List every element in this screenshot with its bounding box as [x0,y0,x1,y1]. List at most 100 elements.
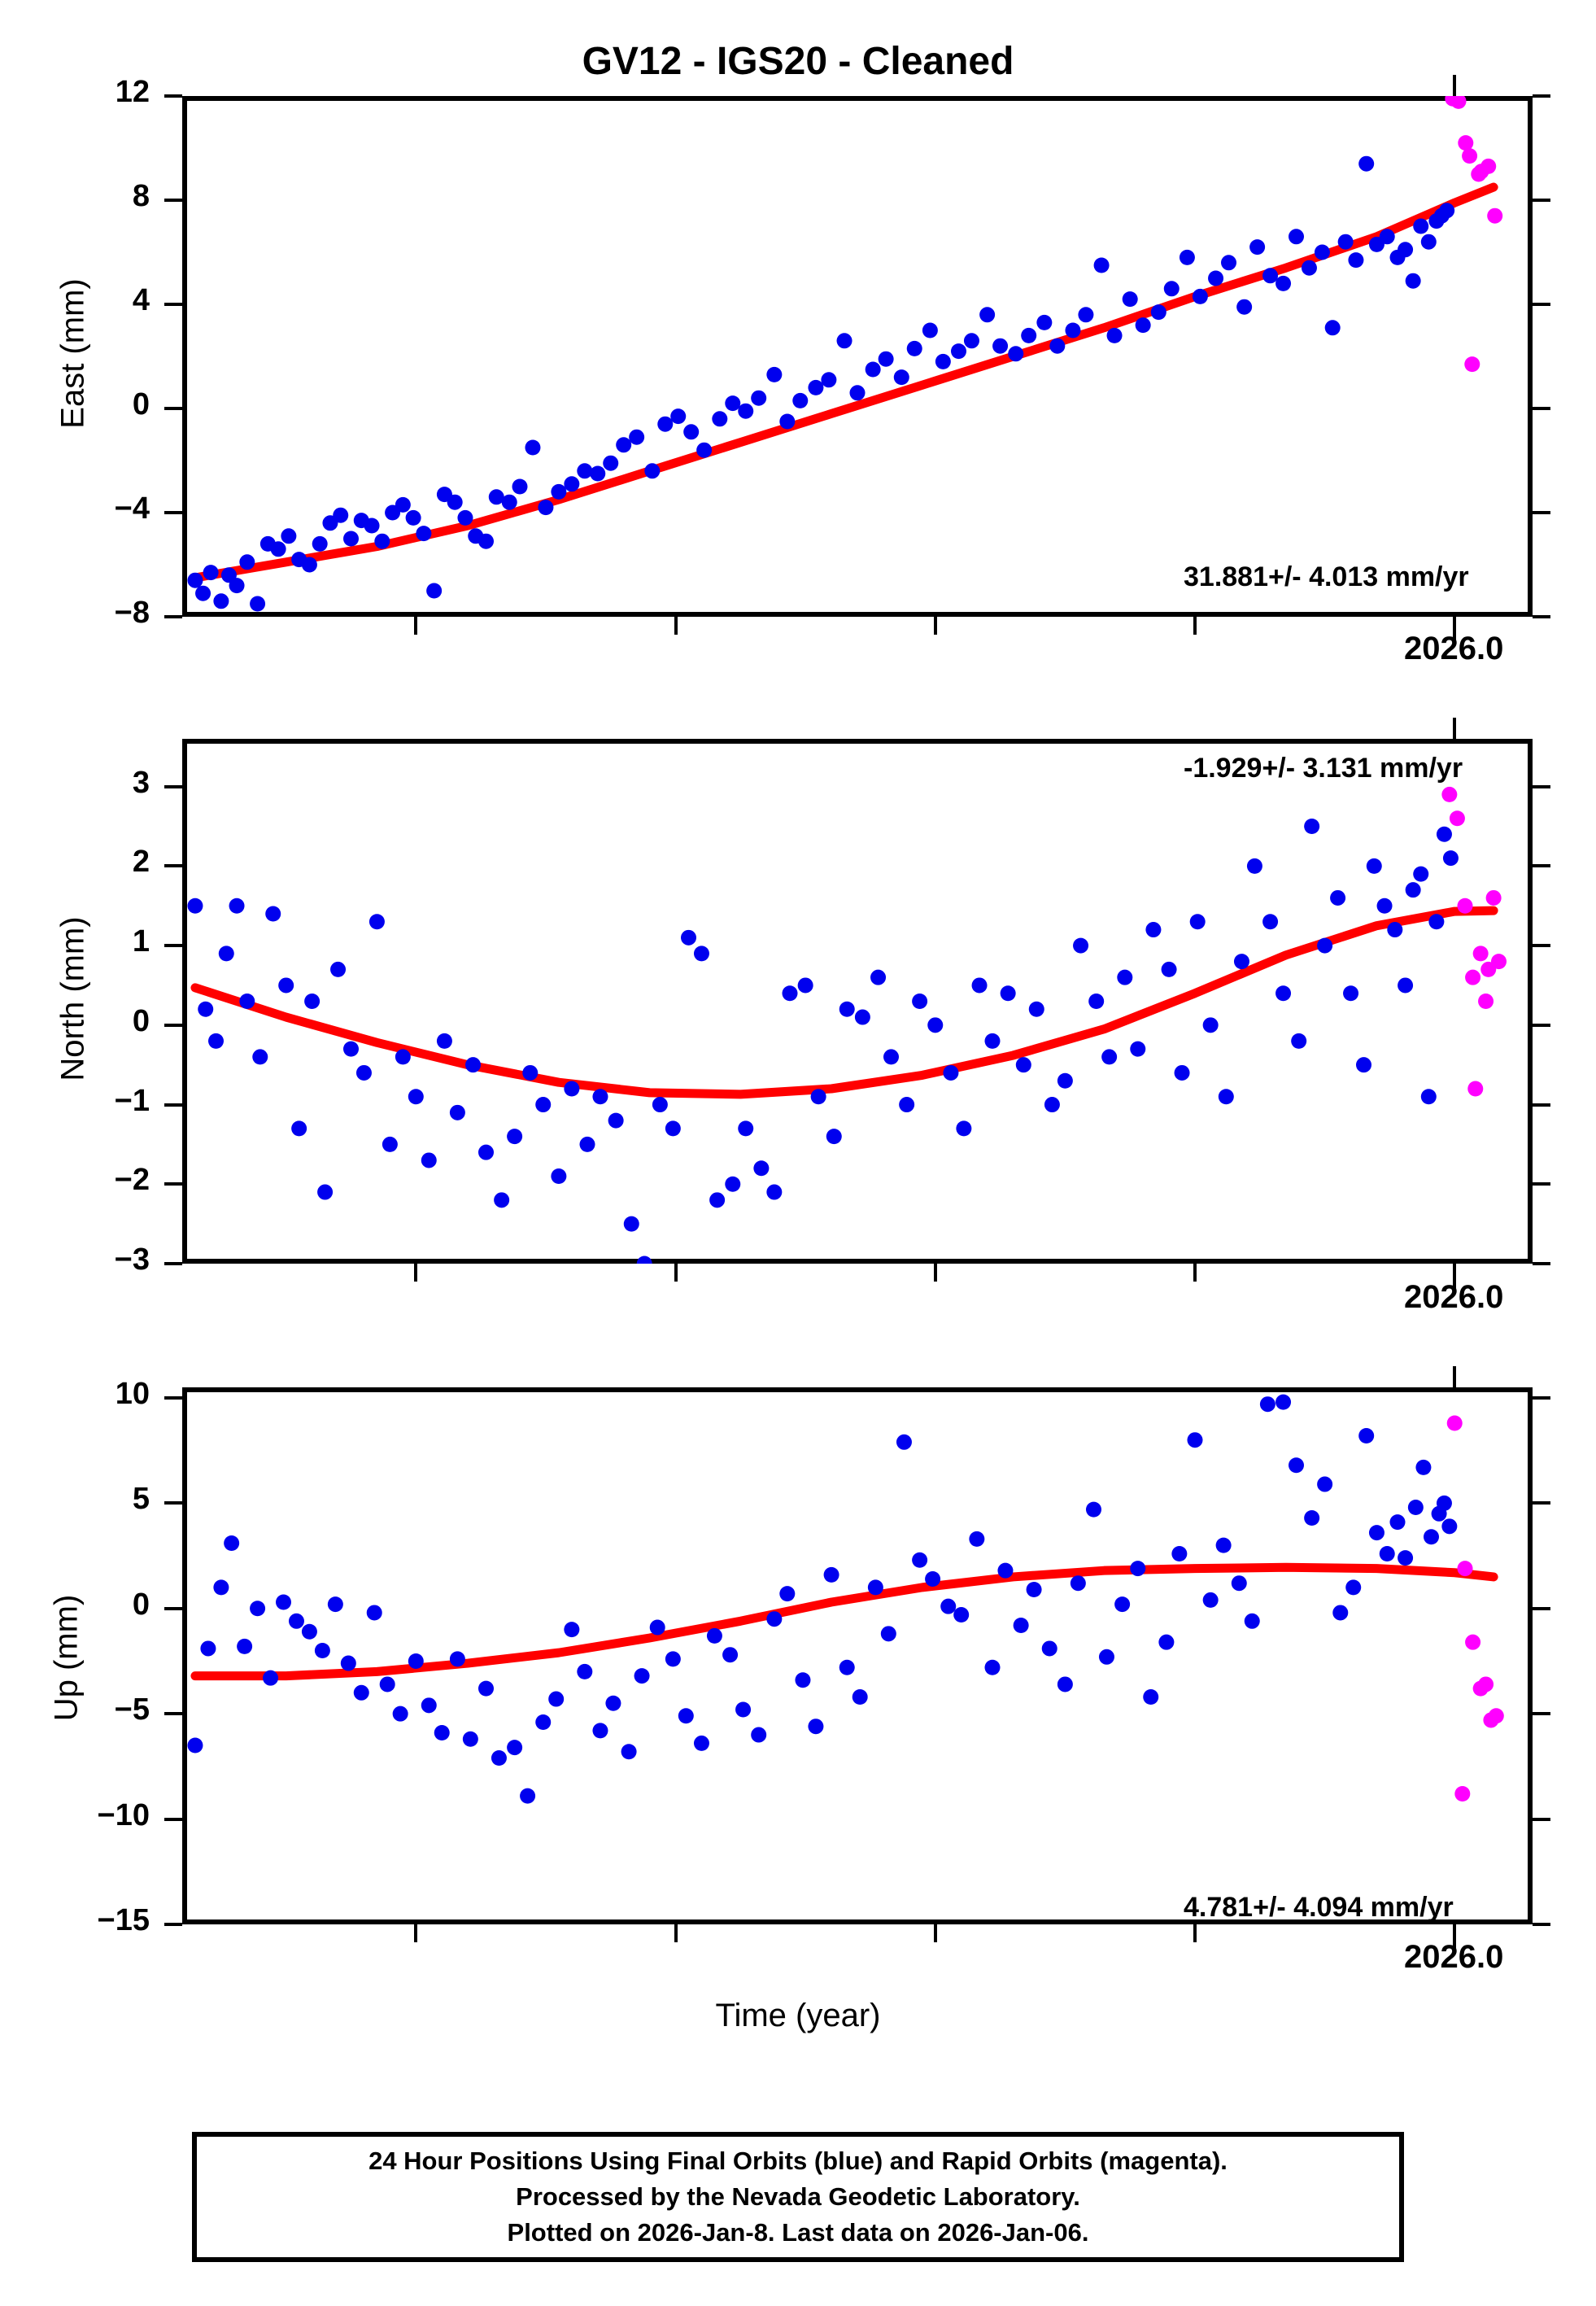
data-point [621,1744,637,1760]
data-point [301,1623,317,1640]
data-point [1086,1501,1101,1518]
data-point [792,392,809,408]
data-point [1304,819,1320,834]
data-point [1465,1634,1481,1650]
y-axis-tick-label: 0 [132,387,150,421]
data-point [564,1622,580,1638]
data-point [1275,1394,1292,1410]
data-point [751,390,767,406]
data-point [1028,1001,1044,1017]
y-axis-right-tick [1533,1023,1550,1027]
data-point [1262,268,1279,284]
data-point [1036,314,1053,330]
data-point [535,1097,552,1113]
data-point [592,1089,608,1105]
data-point [725,395,741,412]
data-point [1478,994,1494,1009]
data-point [1405,882,1421,898]
data-point [738,403,754,419]
x-axis-tick [1193,617,1197,635]
data-point [751,1727,767,1743]
y-axis-tick [164,1103,182,1107]
data-point [1179,249,1195,265]
x-axis-top-tick [1453,75,1457,96]
data-point [1145,922,1162,938]
y-axis-tick-label: 3 [132,765,150,800]
data-point [224,1535,240,1552]
data-point [278,977,294,994]
y-axis-right-tick [1533,407,1550,410]
data-point [1413,866,1429,882]
data-point [696,442,713,458]
data-point [1436,826,1452,842]
data-point [478,533,494,549]
data-point [1441,1518,1458,1535]
x-axis-tick [674,1924,678,1942]
data-point [434,1724,450,1740]
data-point [1398,1550,1414,1566]
data-point [670,408,687,425]
data-point [880,1626,896,1642]
data-point [392,1705,408,1722]
panel-up-rate-annotation: 4.781+/- 4.094 mm/yr [1184,1892,1454,1923]
data-point [187,572,203,588]
data-point [229,898,245,914]
y-axis-tick-label: 5 [132,1482,150,1517]
data-point [237,1638,253,1654]
data-point [312,535,328,552]
data-point [878,351,894,367]
data-point [291,1120,307,1137]
data-point [1358,1428,1375,1444]
y-axis-tick-label: −10 [97,1797,150,1832]
data-point [1246,858,1262,874]
data-point [343,531,359,547]
data-point [649,1619,665,1636]
data-point [735,1701,752,1718]
data-point [1057,1072,1073,1089]
data-point [478,1680,494,1697]
data-point [836,333,853,349]
y-axis-tick-label: 1 [132,924,150,959]
y-axis-tick [164,1923,182,1926]
data-point [1368,1525,1385,1541]
data-point [449,1104,465,1120]
data-point [1065,322,1081,338]
data-point [239,554,255,570]
data-point [1301,260,1317,276]
x-axis-major-tick [1453,617,1457,643]
data-point [395,496,411,513]
data-point [1106,327,1123,343]
panel-east-ylabel: East (mm) [55,278,91,429]
data-point [200,1640,216,1657]
y-axis-right-tick [1533,1182,1550,1186]
scatter-series [1441,786,1507,1097]
data-point [951,343,966,360]
panel-east-plot [187,96,1503,612]
data-point [1057,1676,1073,1692]
data-point [795,1672,811,1688]
y-axis-right-tick [1533,615,1550,618]
data-point [1122,291,1138,308]
data-point [665,1651,681,1667]
data-point [808,379,824,395]
data-point [1231,1575,1247,1592]
data-point [943,1064,959,1081]
y-axis-right-tick [1533,1501,1550,1505]
data-point [1143,1688,1159,1705]
data-point [865,361,881,378]
y-axis-tick-label: −8 [114,596,150,630]
y-axis-right-tick [1533,1817,1550,1821]
data-point [906,340,922,356]
data-point [270,541,286,557]
data-point [997,1562,1014,1579]
y-axis-tick-label: −1 [114,1083,150,1118]
y-axis-tick-label: −15 [97,1903,150,1937]
y-axis-tick [164,864,182,868]
data-point [883,1049,899,1065]
data-point [1244,1613,1260,1629]
data-point [1424,1529,1439,1545]
y-axis-right-tick [1533,94,1550,98]
data-point [590,465,606,482]
data-point [810,1089,826,1105]
data-point [208,1033,224,1049]
